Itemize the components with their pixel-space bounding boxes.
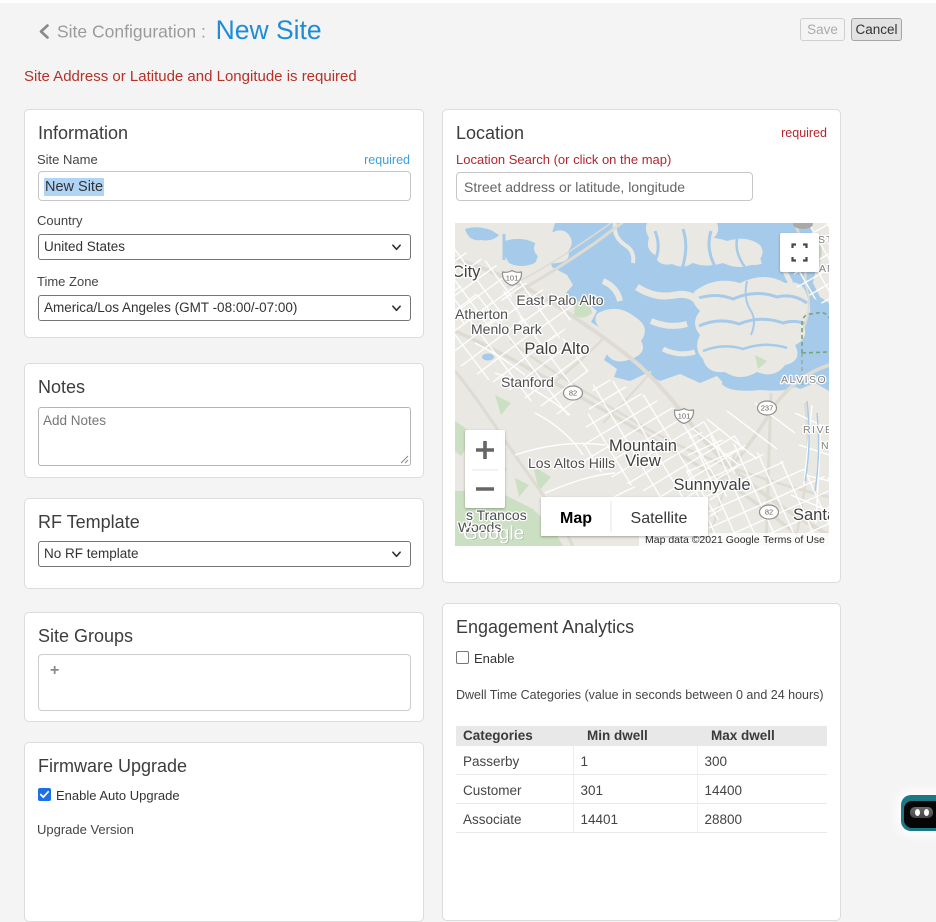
svg-text:Santa: Santa [793, 506, 829, 524]
svg-text:Woods: Woods [458, 519, 501, 535]
svg-text:View: View [625, 452, 661, 470]
svg-text:ST: ST [818, 234, 829, 246]
svg-text:Mountain: Mountain [609, 437, 677, 455]
svg-text:82: 82 [765, 508, 773, 517]
svg-text:Menlo Park: Menlo Park [471, 321, 543, 337]
svg-text:101: 101 [678, 412, 691, 421]
svg-text:N: N [821, 440, 829, 452]
svg-text:Map data ©2021 Google: Map data ©2021 Google [645, 534, 760, 546]
svg-text:Google: Google [464, 524, 525, 545]
svg-text:Palo Alto: Palo Alto [524, 340, 589, 358]
svg-text:237: 237 [761, 404, 774, 413]
svg-text:East Palo Alto: East Palo Alto [516, 292, 603, 308]
svg-text:Map: Map [560, 510, 592, 527]
svg-text:Atherton: Atherton [455, 306, 508, 322]
svg-text:Satellite: Satellite [631, 510, 688, 527]
svg-text:Los Altos Hills: Los Altos Hills [528, 455, 615, 471]
svg-text:Sunnyvale: Sunnyvale [673, 476, 750, 494]
svg-text:Google: Google [463, 524, 524, 545]
svg-text:Terms of Use: Terms of Use [763, 534, 825, 546]
svg-text:Stanford: Stanford [501, 374, 554, 390]
svg-text:AN: AN [819, 263, 829, 275]
svg-text:City: City [455, 263, 481, 281]
svg-text:RIVE: RIVE [803, 424, 829, 436]
svg-text:101: 101 [506, 274, 519, 283]
svg-text:ALVISO: ALVISO [781, 374, 827, 386]
svg-text:82: 82 [569, 389, 577, 398]
svg-text:s Trancos: s Trancos [466, 507, 527, 523]
